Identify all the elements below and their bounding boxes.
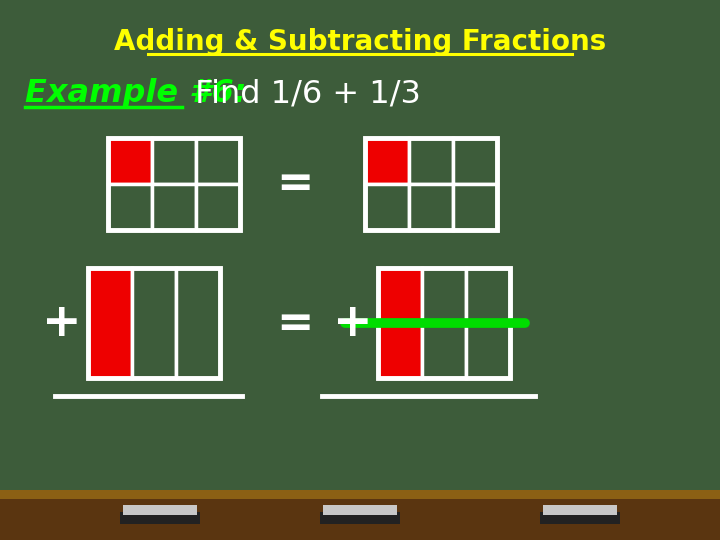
Bar bbox=[176, 268, 220, 378]
Text: =: = bbox=[276, 301, 314, 345]
Bar bbox=[0, 490, 720, 540]
Text: Adding & Subtracting Fractions: Adding & Subtracting Fractions bbox=[114, 28, 606, 56]
Bar bbox=[152, 184, 196, 230]
Bar bbox=[453, 184, 497, 230]
Text: =: = bbox=[276, 163, 314, 206]
Bar bbox=[132, 268, 176, 378]
Bar bbox=[409, 138, 453, 184]
Bar bbox=[108, 184, 152, 230]
Bar bbox=[466, 268, 510, 323]
Bar bbox=[120, 512, 200, 524]
Bar bbox=[422, 268, 466, 323]
Bar bbox=[422, 323, 466, 378]
Bar bbox=[378, 268, 510, 378]
Text: +: + bbox=[333, 300, 373, 346]
Bar bbox=[320, 512, 400, 524]
Bar bbox=[365, 138, 409, 184]
Bar bbox=[108, 138, 152, 184]
Bar bbox=[409, 184, 453, 230]
Bar bbox=[378, 268, 422, 323]
Bar bbox=[365, 138, 497, 230]
Bar bbox=[540, 512, 620, 524]
Bar bbox=[543, 505, 617, 515]
Bar bbox=[123, 505, 197, 515]
Bar bbox=[466, 323, 510, 378]
Bar bbox=[0, 490, 720, 499]
Text: Example #6:: Example #6: bbox=[25, 78, 246, 109]
Bar bbox=[196, 184, 240, 230]
Bar bbox=[108, 138, 240, 230]
Bar bbox=[453, 138, 497, 184]
Text: Find 1/6 + 1/3: Find 1/6 + 1/3 bbox=[185, 78, 421, 109]
Text: +: + bbox=[42, 300, 82, 346]
Bar bbox=[378, 323, 422, 378]
Bar bbox=[88, 268, 220, 378]
Bar bbox=[196, 138, 240, 184]
Bar bbox=[88, 268, 132, 378]
Bar bbox=[323, 505, 397, 515]
Bar bbox=[152, 138, 196, 184]
Bar bbox=[365, 184, 409, 230]
